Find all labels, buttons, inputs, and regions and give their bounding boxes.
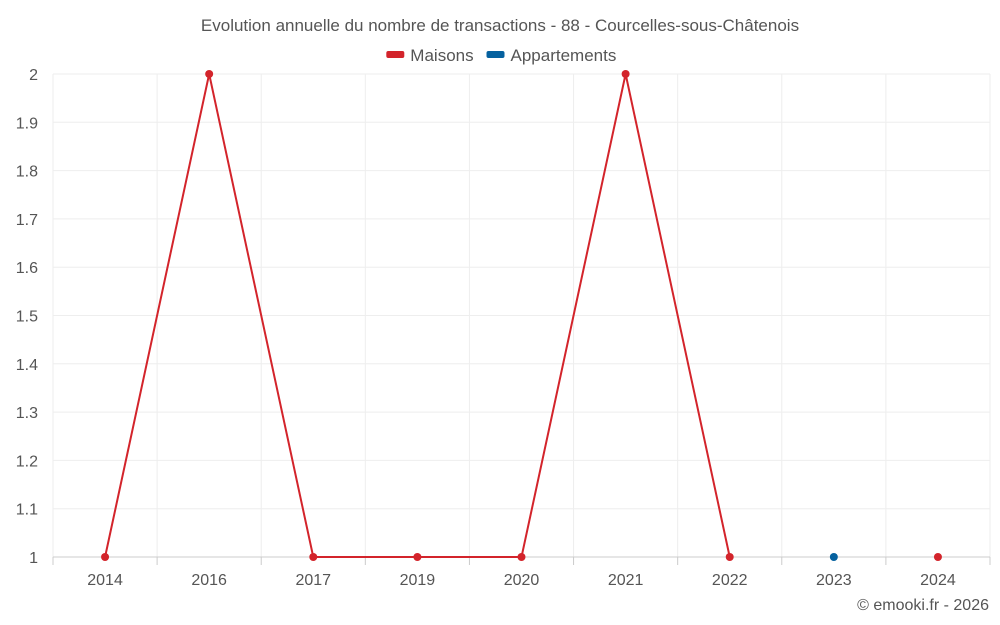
x-tick-label: 2021 — [608, 572, 644, 589]
credit-text: © emooki.fr - 2026 — [857, 597, 989, 614]
data-point — [413, 553, 422, 561]
chart-title: Evolution annuelle du nombre de transact… — [201, 16, 799, 35]
x-tick-label: 2020 — [504, 572, 540, 589]
x-tick-label: 2022 — [712, 572, 748, 589]
y-tick-label: 1.9 — [16, 115, 38, 132]
x-tick-label: 2019 — [400, 572, 436, 589]
x-tick-label: 2016 — [191, 572, 227, 589]
y-tick-label: 1 — [29, 550, 38, 567]
y-tick-label: 1.7 — [16, 212, 38, 229]
data-point — [829, 553, 838, 561]
x-tick-label: 2024 — [920, 572, 956, 589]
y-tick-label: 1.6 — [16, 260, 38, 277]
legend-item-label: Appartements — [511, 46, 617, 65]
series-layer — [101, 70, 942, 561]
x-tick-label: 2017 — [295, 572, 331, 589]
y-tick-label: 1.3 — [16, 405, 38, 422]
data-point — [621, 70, 630, 78]
legend-swatch — [386, 51, 405, 58]
data-point — [205, 70, 214, 78]
data-point — [309, 553, 318, 561]
x-tick-label: 2023 — [816, 572, 852, 589]
y-tick-label: 1.5 — [16, 309, 38, 326]
legend-swatch — [486, 51, 505, 58]
y-tick-label: 1.4 — [16, 357, 38, 374]
legend: Maisons Appartements — [386, 46, 616, 65]
x-tick-label: 2014 — [87, 572, 123, 589]
y-tick-label: 2 — [29, 67, 38, 84]
data-point — [725, 553, 734, 561]
data-point — [933, 553, 942, 561]
y-tick-label: 1.2 — [16, 453, 38, 470]
data-point — [101, 553, 110, 561]
y-tick-label: 1.1 — [16, 502, 38, 519]
y-tick-label: 1.8 — [16, 164, 38, 181]
data-point — [517, 553, 526, 561]
axes: 1 1.1 1.2 1.3 1.4 1.5 1.6 1.7 1.8 1.9 2 2014 2016 201… — [16, 67, 991, 589]
legend-item-label: Maisons — [410, 46, 473, 65]
